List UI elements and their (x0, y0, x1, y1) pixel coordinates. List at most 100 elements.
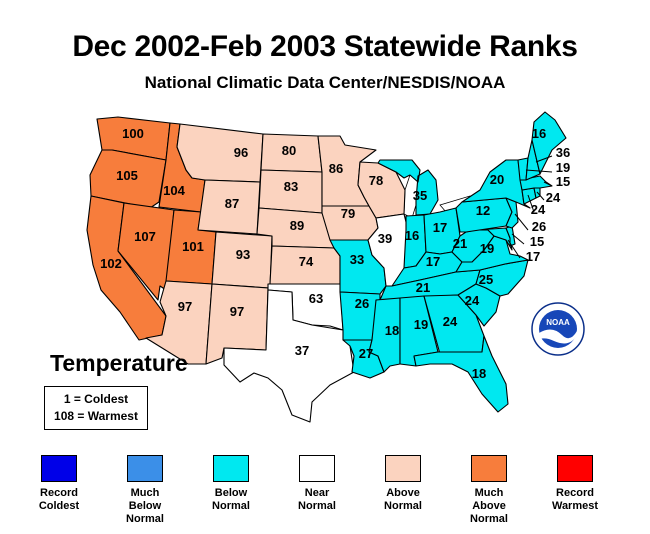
legend-label-line: Normal (298, 500, 336, 512)
rank-label-tn: 21 (416, 280, 430, 295)
legend-label: Near Normal (277, 487, 357, 513)
rank-label-ny: 20 (490, 172, 504, 187)
state-fl (413, 335, 509, 413)
rank-label-nv: 107 (134, 229, 156, 244)
legend-swatch (557, 455, 593, 482)
legend-item-much-above: Much Above Normal (449, 455, 529, 526)
legend-item-record-coldest: Record Coldest (19, 455, 99, 513)
rank-label-ne: 89 (290, 218, 304, 233)
rank-label-fl: 18 (472, 366, 486, 381)
state-mi (377, 159, 439, 216)
rank-label-nj: 26 (532, 219, 546, 234)
legend-label-line: Warmest (551, 500, 599, 512)
legend-swatch (213, 455, 249, 482)
rank-label-wi: 78 (369, 173, 383, 188)
legend-label-line: Record (556, 487, 594, 499)
scale-warmest: 108 = Warmest (54, 409, 138, 423)
rank-label-sc: 24 (465, 293, 480, 308)
legend-label-line: Above (472, 500, 506, 512)
noaa-logo: NOAA (531, 302, 585, 356)
rank-label-pa: 12 (476, 203, 490, 218)
leader-lines (507, 155, 553, 259)
rank-labels: 100 105 102 104 107 101 97 96 87 93 97 80 83 89 74 86 79… (100, 126, 570, 381)
rank-label-ut: 101 (182, 239, 204, 254)
rank-label-ky: 17 (426, 254, 440, 269)
rank-label-la: 27 (359, 346, 373, 361)
legend-label-line: Normal (212, 500, 250, 512)
rank-label-vt: 19 (556, 160, 570, 175)
legend-label-line: Much (130, 487, 160, 499)
rank-label-mi: 35 (413, 188, 427, 203)
rank-label-nc: 25 (479, 272, 493, 287)
rank-label-ga: 24 (443, 314, 458, 329)
rank-label-mo: 33 (350, 252, 364, 267)
rank-label-sd: 83 (284, 179, 298, 194)
legend-label-line: Record (40, 487, 78, 499)
legend-label: Much Below Normal (105, 487, 185, 526)
rank-label-ct: 24 (531, 202, 546, 217)
rank-label-nd: 80 (282, 143, 296, 158)
rank-label-mt: 96 (234, 145, 248, 160)
rank-label-wy: 87 (225, 196, 239, 211)
legend-label: Record Warmest (535, 487, 615, 513)
legend-label-line: Near (304, 487, 330, 499)
map-subtitle: National Climatic Data Center/NESDIS/NOA… (144, 73, 506, 92)
rank-label-wv: 21 (453, 236, 467, 251)
rank-label-id: 104 (163, 183, 185, 198)
legend-swatch (41, 455, 77, 482)
scale-coldest: 1 = Coldest (63, 392, 129, 406)
legend-swatch (471, 455, 507, 482)
legend-swatch (385, 455, 421, 482)
state-tx (223, 289, 355, 423)
legend-label-line: Normal (470, 513, 508, 525)
rank-label-il: 39 (378, 231, 392, 246)
rank-label-nh: 36 (556, 145, 570, 160)
rank-label-ma: 15 (556, 174, 570, 189)
rank-label-ms: 18 (385, 323, 399, 338)
legend-label: Above Normal (363, 487, 443, 513)
legend-label: Below Normal (191, 487, 271, 513)
map-title: Dec 2002-Feb 2003 Statewide Ranks (72, 30, 578, 63)
legend-item-below: Below Normal (191, 455, 271, 513)
legend-label-line: Normal (384, 500, 422, 512)
legend-label-line: Below (214, 487, 248, 499)
rank-label-az: 97 (178, 299, 192, 314)
rank-label-in: 16 (405, 228, 419, 243)
state-me (531, 111, 567, 175)
rank-label-ar: 26 (355, 296, 369, 311)
legend-label-line: Below (128, 500, 162, 512)
rank-label-me: 16 (532, 126, 546, 141)
rank-label-de: 15 (530, 234, 544, 249)
rank-label-nm: 97 (230, 304, 244, 319)
rank-label-tx: 37 (295, 343, 309, 358)
rank-label-wa: 100 (122, 126, 144, 141)
rank-label-ok: 63 (309, 291, 323, 306)
rank-label-co: 93 (236, 247, 250, 262)
rank-label-or: 105 (116, 168, 138, 183)
rank-label-ca: 102 (100, 256, 122, 271)
rank-label-al: 19 (414, 317, 428, 332)
legend-swatch (127, 455, 163, 482)
noaa-logo-text: NOAA (546, 318, 570, 327)
legend-label: Record Coldest (19, 487, 99, 513)
state-mt (176, 123, 264, 183)
legend-item-above: Above Normal (363, 455, 443, 513)
legend-label-line: Above (386, 487, 420, 499)
legend-label-line: Much (474, 487, 504, 499)
state-or (89, 149, 167, 209)
legend-label-line: Normal (126, 513, 164, 525)
rank-label-ks: 74 (299, 254, 314, 269)
rank-label-oh: 17 (433, 220, 447, 235)
parameter-heading: Temperature (50, 350, 188, 376)
legend-label-line: Coldest (38, 500, 80, 512)
rank-label-ri: 24 (546, 190, 561, 205)
legend-item-near: Near Normal (277, 455, 357, 513)
legend-swatch (299, 455, 335, 482)
rank-label-md: 17 (526, 249, 540, 264)
rank-label-ia: 79 (341, 206, 355, 221)
legend-item-record-warmest: Record Warmest (535, 455, 615, 513)
legend-label: Much Above Normal (449, 487, 529, 526)
category-legend: Record Coldest Much Below Normal Below Normal N… (0, 455, 650, 530)
rank-scale-note: 1 = Coldest 108 = Warmest (44, 386, 148, 430)
